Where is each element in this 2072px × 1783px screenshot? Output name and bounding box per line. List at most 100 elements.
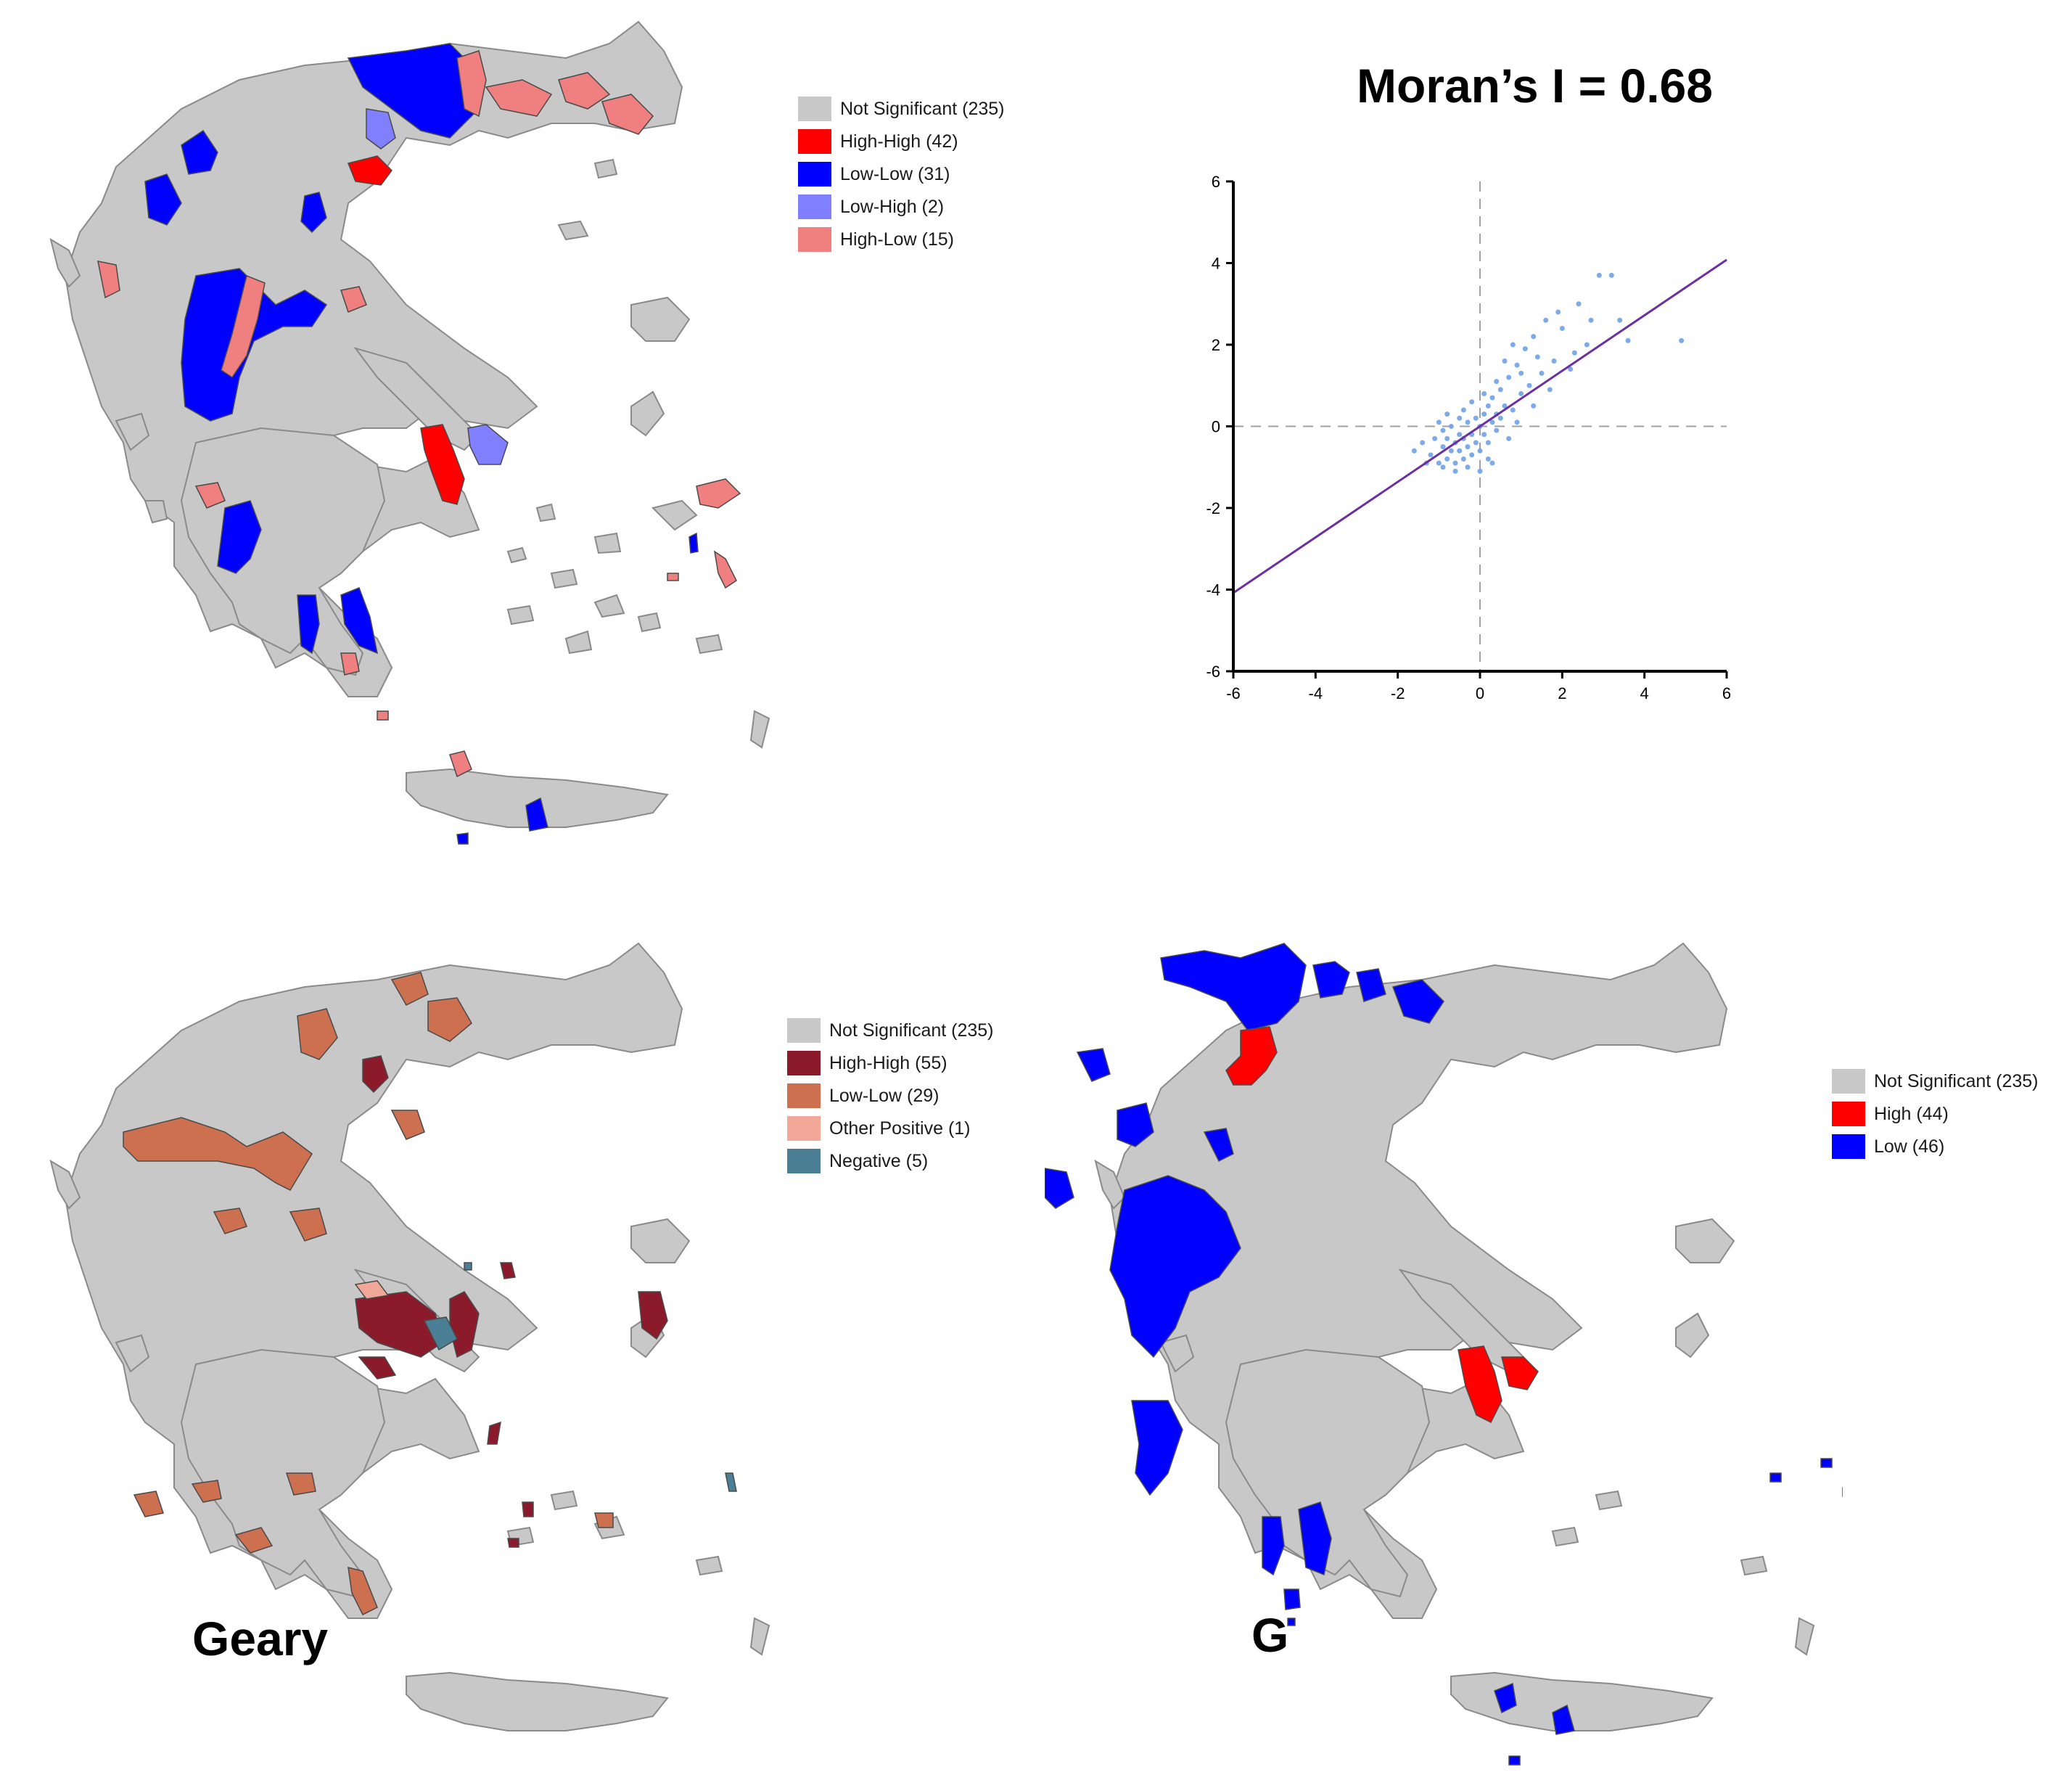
legend-label: Low-Low (31) (840, 163, 950, 184)
scatter-point (1448, 424, 1454, 429)
legend-item-not-significant: Not Significant (235) (1832, 1067, 2039, 1096)
legend-swatch (1832, 1069, 1865, 1094)
legend-swatch (798, 162, 831, 187)
scatter-point (1481, 391, 1487, 396)
geary-high-high-regions (355, 1055, 668, 1548)
scatter-point (1510, 342, 1516, 348)
scatter-point (1568, 366, 1574, 372)
y-tick-label: -4 (1206, 581, 1220, 599)
legend-item-other-positive: Other Positive (1) (787, 1114, 971, 1143)
scatter-point (1502, 358, 1508, 364)
scatter-point (1440, 464, 1446, 470)
geary-negative-regions (423, 1262, 737, 1492)
legend-label: Not Significant (235) (840, 98, 1005, 119)
scatter-point (1473, 415, 1479, 421)
legend-swatch (1832, 1102, 1865, 1126)
legend-swatch (787, 1051, 821, 1075)
scatter-point (1531, 403, 1537, 409)
lisa-map (49, 20, 770, 845)
scatter-point (1440, 427, 1446, 433)
geary-low-low-regions (123, 972, 614, 1616)
legend-label: High-Low (15) (840, 229, 955, 250)
scatter-point (1485, 403, 1491, 409)
scatter-point (1502, 403, 1508, 409)
geary-map (49, 942, 770, 1731)
scatter-point (1452, 468, 1458, 474)
y-tick-label: -6 (1206, 663, 1220, 681)
scatter-point (1506, 435, 1512, 441)
legend-item-high-high: High-High (42) (798, 127, 958, 156)
lisa-high-high-regions (347, 155, 465, 505)
legend-label: Not Significant (235) (829, 1020, 994, 1041)
lisa-legend: Not Significant (235) High-High (42) Low… (798, 94, 1045, 261)
greece-landmass (49, 942, 770, 1731)
lisa-high-low-regions (97, 50, 741, 778)
x-tick-label: 4 (1640, 684, 1649, 702)
legend-label: Not Significant (235) (1874, 1070, 2039, 1091)
regression-line (1233, 258, 1727, 594)
scatter-point (1481, 432, 1487, 438)
scatter-point (1576, 301, 1582, 307)
scatter-point (1514, 362, 1520, 368)
scatter-point (1444, 411, 1450, 417)
legend-item-low-high: Low-High (2) (798, 192, 944, 221)
scatter-point (1457, 432, 1463, 438)
legend-label: Negative (5) (829, 1150, 929, 1171)
geary-other-positive-regions (354, 1280, 390, 1300)
scatter-point (1506, 374, 1512, 380)
scatter-point (1436, 460, 1442, 466)
scatter-point (1547, 387, 1553, 393)
scatter-point (1457, 448, 1463, 454)
lisa-low-high-regions (366, 108, 509, 465)
scatter-point (1465, 444, 1471, 450)
scatter-point (1518, 391, 1524, 396)
scatter-point (1477, 468, 1483, 474)
scatter-point (1679, 337, 1685, 343)
legend-swatch (798, 97, 831, 121)
legend-item-low-low: Low-Low (29) (787, 1081, 939, 1110)
legend-label: High-High (42) (840, 131, 958, 152)
x-tick-label: -2 (1391, 684, 1405, 702)
scatter-point (1444, 435, 1450, 441)
x-tick-label: 2 (1558, 684, 1566, 702)
y-tick-label: -2 (1206, 499, 1220, 517)
scatter-point (1420, 440, 1426, 446)
legend-swatch (798, 194, 831, 219)
geary-panel: Geary Not Significant (235) High-High (5… (0, 922, 1052, 1783)
scatter-point (1481, 411, 1487, 417)
legend-item-high-low: High-Low (15) (798, 225, 954, 254)
scatter-point (1432, 435, 1438, 441)
legend-label: Other Positive (1) (829, 1118, 971, 1139)
scatter-point (1497, 415, 1503, 421)
scatter-point (1510, 407, 1516, 413)
scatter-point (1494, 379, 1500, 385)
legend-item-high: High (44) (1832, 1099, 1949, 1128)
legend-item-high-high: High-High (55) (787, 1049, 947, 1078)
scatter-point (1497, 387, 1503, 393)
scatter-point (1571, 350, 1577, 356)
scatter-point (1428, 452, 1434, 458)
scatter-point (1444, 456, 1450, 462)
scatter-point (1489, 460, 1495, 466)
moran-scatter-plot: -6 -4 -2 0 2 4 6 -6 -4 -2 0 2 4 6 (1206, 173, 1731, 702)
geary-title: Geary (192, 1612, 329, 1665)
scatter-point (1596, 272, 1602, 278)
scatter-point (1489, 395, 1495, 401)
geary-legend: Not Significant (235) High-High (55) Low… (787, 1016, 1048, 1183)
scatter-point (1559, 326, 1565, 331)
scatter-point (1534, 354, 1540, 360)
scatter-point (1452, 460, 1458, 466)
legend-swatch (1832, 1134, 1865, 1159)
scatter-point (1473, 440, 1479, 446)
scatter-point (1485, 456, 1491, 462)
scatter-point (1539, 370, 1545, 376)
scatter-point (1518, 370, 1524, 376)
scatter-point (1514, 419, 1520, 425)
legend-swatch (787, 1149, 821, 1173)
legend-swatch (787, 1083, 821, 1108)
g-title: G (1251, 1608, 1289, 1662)
legend-label: High-High (55) (829, 1052, 947, 1073)
scatter-point (1460, 456, 1466, 462)
moran-title: Moran’s I = 0.68 (1357, 59, 1713, 112)
scatter-point (1543, 317, 1549, 323)
